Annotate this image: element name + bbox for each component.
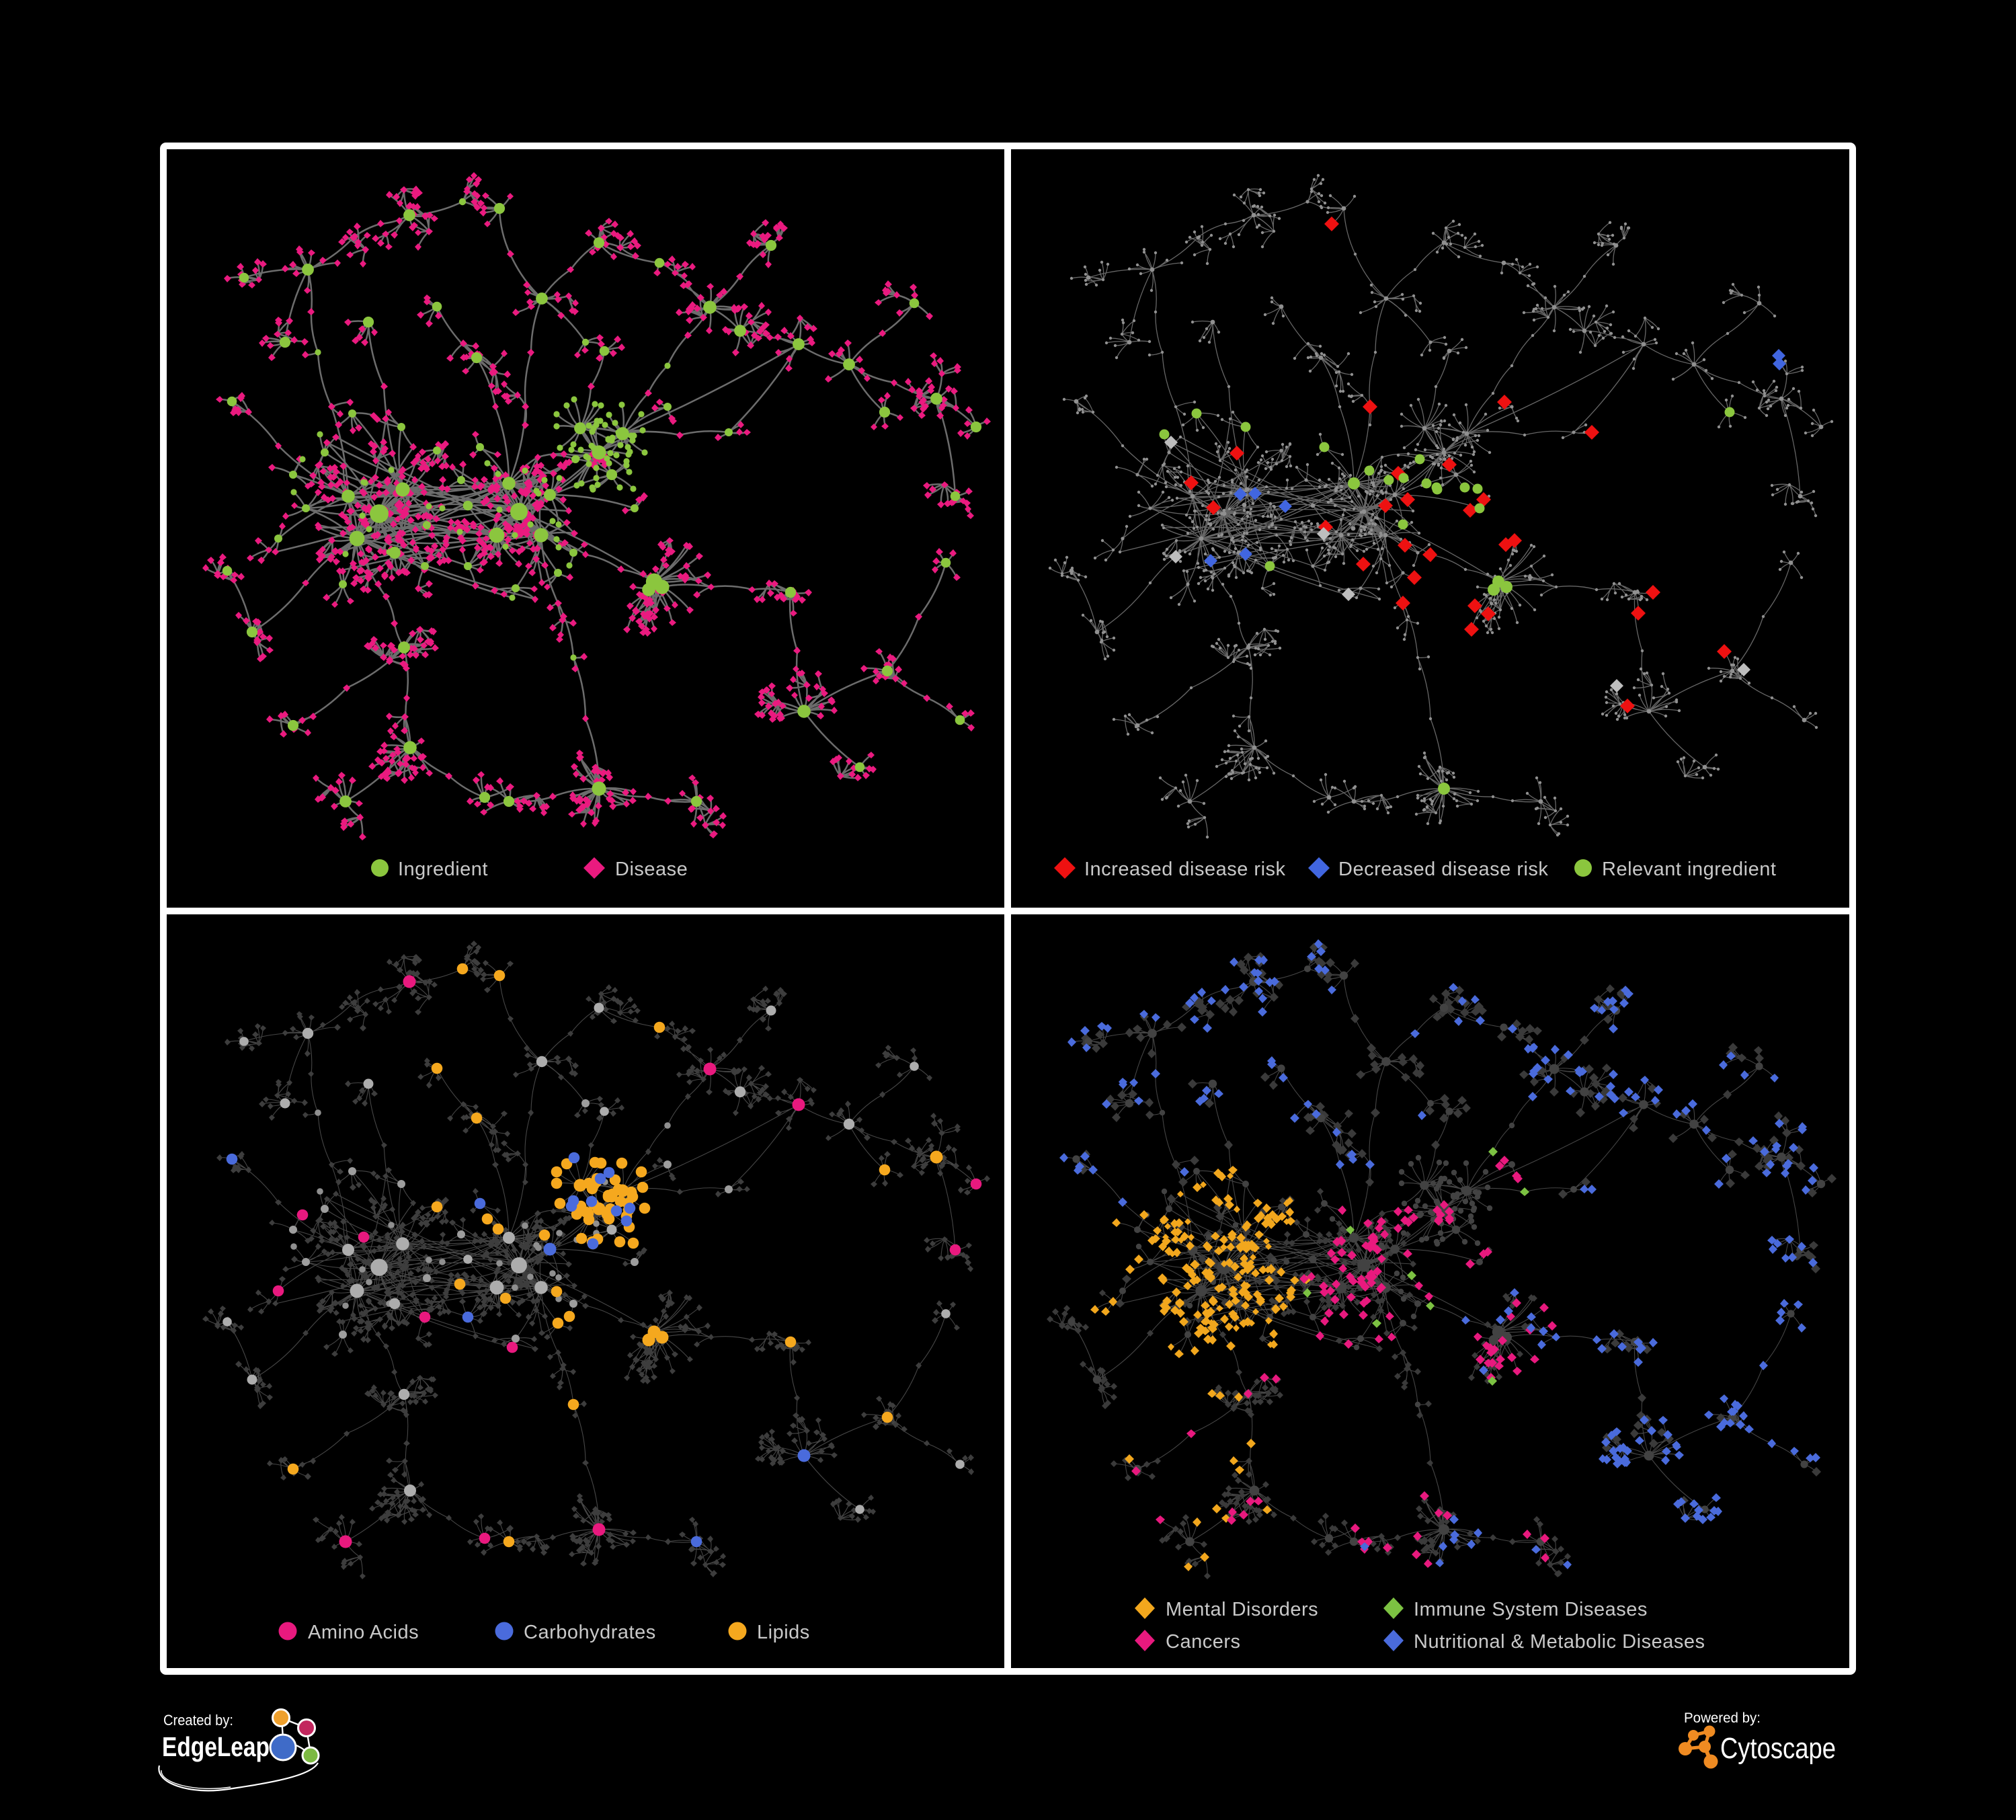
- svg-text:Relevant ingredient: Relevant ingredient: [1602, 859, 1776, 880]
- svg-text:Powered by:: Powered by:: [1684, 1710, 1761, 1726]
- svg-text:Increased disease risk: Increased disease risk: [1084, 859, 1286, 880]
- svg-text:Immune System Diseases: Immune System Diseases: [1414, 1599, 1648, 1620]
- svg-text:Ingredient: Ingredient: [398, 859, 488, 880]
- svg-text:Cytoscape: Cytoscape: [1720, 1732, 1836, 1765]
- svg-text:Carbohydrates: Carbohydrates: [524, 1622, 656, 1643]
- svg-text:Amino Acids: Amino Acids: [308, 1622, 419, 1643]
- svg-text:Lipids: Lipids: [757, 1622, 810, 1643]
- svg-text:Mental Disorders: Mental Disorders: [1166, 1599, 1318, 1620]
- svg-text:Decreased disease risk: Decreased disease risk: [1338, 859, 1548, 880]
- svg-text:EdgeLeap: EdgeLeap: [162, 1731, 270, 1762]
- svg-text:Disease: Disease: [615, 859, 688, 880]
- svg-text:Nutritional & Metabolic Diseas: Nutritional & Metabolic Diseases: [1414, 1631, 1705, 1653]
- svg-text:Created by:: Created by:: [163, 1712, 233, 1729]
- svg-text:Cancers: Cancers: [1166, 1631, 1241, 1653]
